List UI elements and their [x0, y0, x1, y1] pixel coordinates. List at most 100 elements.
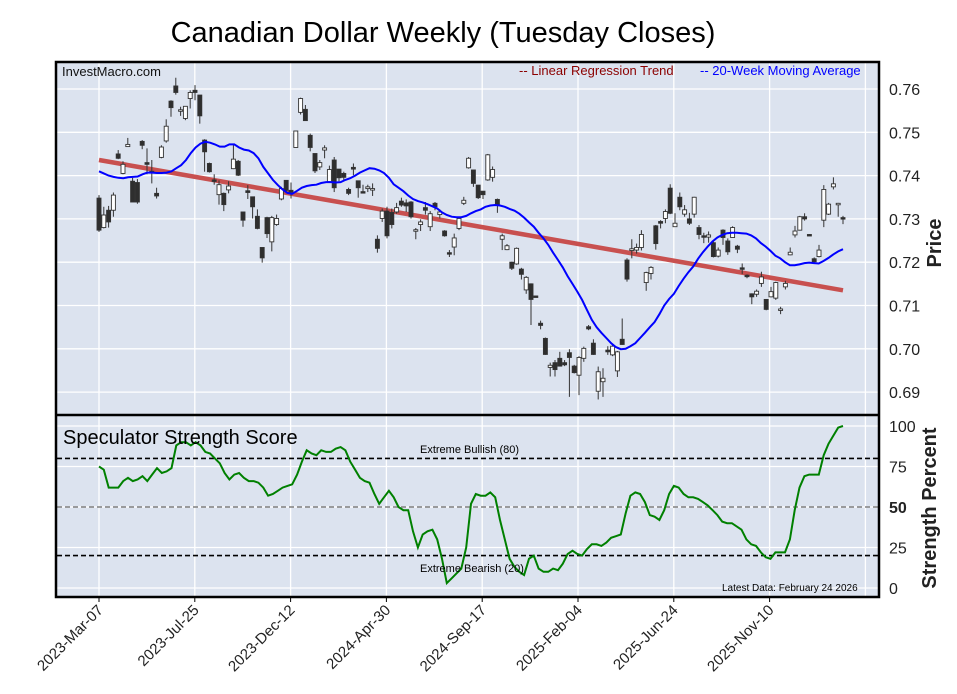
candle — [96, 195, 102, 232]
candle-body-down — [739, 267, 745, 270]
candle-body-down — [240, 211, 246, 221]
candle — [811, 257, 817, 263]
candle — [211, 174, 217, 185]
strength-panel-title: Speculator Strength Score — [63, 427, 298, 449]
candle-body-down — [312, 153, 318, 172]
candle-body-down — [211, 179, 217, 182]
candle-body-up — [614, 351, 620, 372]
candle — [562, 360, 568, 367]
candle — [787, 247, 793, 256]
price-tick-label: 0.75 — [889, 125, 920, 142]
candle — [710, 241, 716, 258]
candle — [322, 145, 328, 159]
candle-body-up — [778, 308, 784, 311]
candle-body-up — [662, 211, 668, 219]
candle-body-up — [451, 237, 457, 248]
candle-body-up — [547, 364, 553, 368]
candle — [619, 318, 625, 345]
candle — [826, 202, 832, 216]
candle — [461, 196, 467, 206]
candle-body-up — [158, 146, 164, 158]
candle-body-down — [480, 190, 486, 196]
candle-body-up — [830, 183, 836, 188]
candle-body-down — [725, 240, 731, 253]
candle — [821, 185, 827, 228]
candle — [749, 293, 755, 305]
price-tick-label: 0.69 — [889, 385, 920, 402]
candle — [523, 276, 529, 294]
candle — [269, 215, 275, 252]
candle-body-down — [341, 172, 347, 178]
candle-body-up — [821, 189, 827, 221]
candle — [667, 184, 673, 215]
strength-score-polyline — [98, 425, 844, 586]
candle — [586, 324, 592, 331]
candle — [240, 211, 246, 227]
watermark: InvestMacro.com — [62, 64, 161, 79]
candle-body-up — [715, 249, 721, 257]
candle-body-up — [835, 202, 841, 206]
candle-body-down — [571, 365, 577, 374]
candle — [528, 283, 534, 325]
candle-body-down — [677, 196, 683, 208]
candle — [413, 227, 419, 240]
candle — [370, 183, 376, 196]
candle — [672, 213, 678, 228]
candle — [725, 238, 731, 255]
candle — [677, 192, 683, 211]
candle-body-down — [168, 100, 174, 109]
candle — [115, 150, 121, 160]
candle-body-up — [610, 345, 616, 356]
candle — [542, 337, 548, 355]
price-axis-ticks: 0.69 0.70 0.71 0.72 0.73 0.74 0.75 0.76 — [889, 82, 920, 402]
candle-body-down — [744, 274, 750, 278]
candle-body-up — [274, 218, 280, 225]
candle — [576, 356, 582, 396]
candle — [139, 140, 145, 150]
candle — [634, 243, 640, 254]
candle-body-up — [120, 163, 126, 174]
candle — [706, 231, 712, 243]
candle-body-down — [658, 221, 664, 224]
candle — [701, 232, 707, 244]
candle-body-up — [216, 184, 222, 196]
candle-body-down — [446, 252, 452, 255]
candle-body-down — [605, 349, 611, 353]
candle — [797, 215, 803, 231]
candle — [480, 190, 486, 199]
candle — [379, 208, 385, 222]
candle — [250, 196, 256, 219]
candle-body-down — [518, 268, 524, 275]
trend-line — [98, 157, 844, 293]
candle-body-down — [355, 180, 361, 189]
candle — [499, 233, 505, 251]
candle — [782, 280, 788, 290]
candle-body-down — [802, 216, 808, 220]
candle-body-up — [485, 154, 491, 181]
candle-body-down — [115, 153, 121, 159]
candle-body-up — [691, 196, 697, 215]
candle-body-down — [221, 192, 227, 206]
candle — [773, 281, 779, 300]
candle — [658, 220, 664, 229]
candle — [610, 344, 616, 357]
candle — [346, 187, 352, 196]
candle — [442, 230, 448, 237]
candle — [259, 247, 265, 263]
legend-moving-average: -- 20-Week Moving Average — [700, 63, 861, 78]
candle-body-up — [326, 169, 332, 183]
candle-body-up — [413, 229, 419, 232]
legend-trend: -- Linear Regression Trend — [519, 63, 674, 78]
candle — [840, 215, 846, 225]
candle — [504, 244, 510, 251]
strength-axis-ticks: 0 25 50 75 100 — [889, 419, 916, 598]
candle-body-down — [811, 258, 817, 263]
candle — [682, 205, 688, 217]
candle — [163, 119, 169, 143]
candle-body-up — [581, 347, 587, 359]
candle-body-up — [125, 143, 131, 148]
candle-body-down — [840, 217, 846, 220]
grid-lines — [56, 62, 879, 597]
candle — [230, 143, 236, 170]
